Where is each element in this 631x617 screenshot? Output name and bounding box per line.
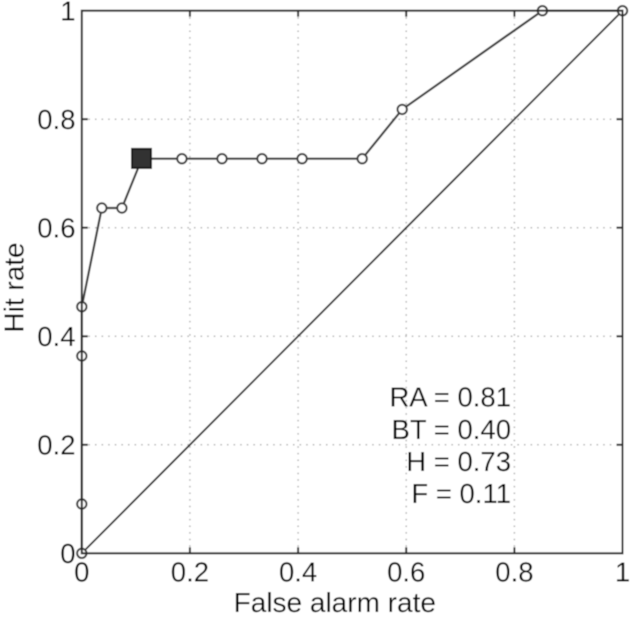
svg-text:0: 0 [60,538,75,569]
svg-text:0.8: 0.8 [37,104,75,135]
svg-text:0.2: 0.2 [171,557,209,588]
svg-text:0.8: 0.8 [495,557,533,588]
svg-text:0.4: 0.4 [279,557,317,588]
svg-text:1: 1 [615,557,630,588]
svg-text:0.6: 0.6 [37,212,75,243]
svg-text:BT = 0.40: BT = 0.40 [391,414,511,445]
svg-text:0: 0 [74,557,89,588]
svg-text:0.6: 0.6 [387,557,425,588]
svg-text:0.4: 0.4 [37,321,75,352]
svg-text:0.2: 0.2 [37,430,75,461]
svg-text:False alarm rate: False alarm rate [234,587,436,617]
svg-text:Hit rate: Hit rate [0,242,30,332]
svg-text:RA = 0.81: RA = 0.81 [389,382,511,413]
svg-text:F = 0.11: F = 0.11 [411,478,511,509]
svg-text:1: 1 [60,0,75,26]
svg-text:H = 0.73: H = 0.73 [406,446,511,477]
